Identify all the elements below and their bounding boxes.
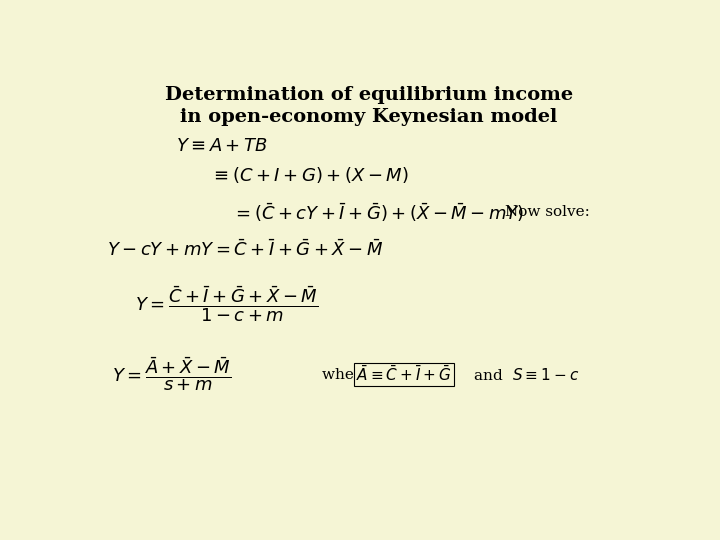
Text: $\equiv (C + I + G) + (X - M)$: $\equiv (C + I + G) + (X - M)$ [210,165,409,185]
Text: $Y = \dfrac{\bar{C} + \bar{I} + \bar{G} + \bar{X} - \bar{M}}{1 - c + m}$: $Y = \dfrac{\bar{C} + \bar{I} + \bar{G} … [135,284,318,323]
Text: $Y = \dfrac{\bar{A} + \bar{X} - \bar{M}}{s + m}$: $Y = \dfrac{\bar{A} + \bar{X} - \bar{M}}… [112,356,232,393]
Text: $Y \equiv A + TB$: $Y \equiv A + TB$ [176,137,269,155]
Text: $= (\bar{C} + cY + \bar{I} + \bar{G}) + (\bar{X} - \bar{M} - mY)$: $= (\bar{C} + cY + \bar{I} + \bar{G}) + … [233,201,525,224]
Text: Now solve:: Now solve: [505,205,590,219]
Text: where: where [322,368,374,382]
Text: Determination of equilibrium income
in open-economy Keynesian model: Determination of equilibrium income in o… [165,85,573,126]
Text: $Y - cY + mY = \bar{C} + \bar{I} + \bar{G} + \bar{X} - \bar{M}$: $Y - cY + mY = \bar{C} + \bar{I} + \bar{… [107,240,383,260]
Text: $\bar{A} \equiv \bar{C} + \bar{I} + \bar{G}$: $\bar{A} \equiv \bar{C} + \bar{I} + \bar… [356,365,451,384]
Text: and  $S \equiv 1 - c$: and $S \equiv 1 - c$ [469,367,580,382]
